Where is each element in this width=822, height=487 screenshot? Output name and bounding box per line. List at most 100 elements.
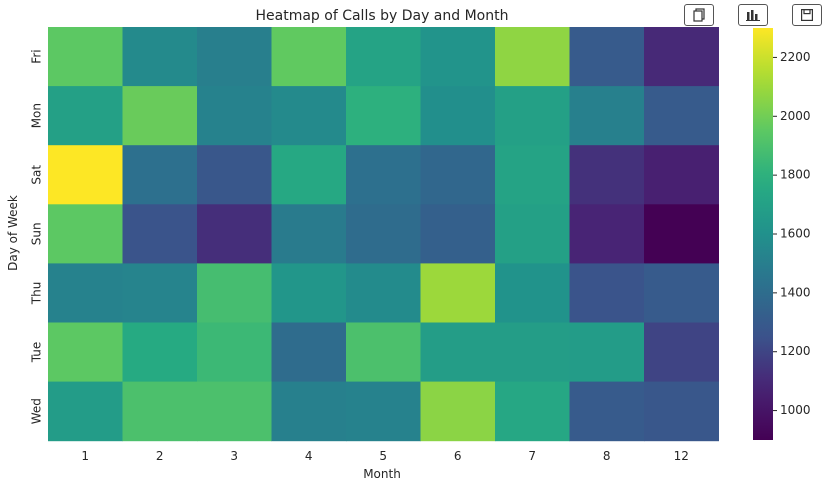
heatmap-cell-tue-5 [346, 322, 421, 383]
heatmap-cell-wed-5 [346, 381, 421, 442]
heatmap-cell-mon-7 [495, 86, 570, 146]
heatmap-cell-mon-6 [420, 86, 496, 146]
heatmap-cell-thu-1 [48, 263, 123, 323]
x-tick-label: 12 [674, 449, 689, 463]
heatmap-cell-sun-2 [122, 204, 198, 264]
heatmap-cell-fri-3 [197, 27, 272, 87]
x-tick-label: 8 [603, 449, 611, 463]
heatmap-cell-wed-7 [495, 381, 570, 442]
colorbar-tick-label: 1400 [780, 285, 811, 299]
heatmap-cell-sun-7 [495, 204, 570, 264]
colorbar-tick-label: 2000 [780, 109, 811, 123]
y-tick-label: Mon [30, 103, 44, 128]
heatmap-cell-thu-8 [569, 263, 645, 323]
heatmap-cell-thu-3 [197, 263, 272, 323]
heatmap-cell-tue-8 [569, 322, 645, 383]
heatmap-cell-tue-6 [420, 322, 496, 383]
colorbar-tick-labels: 1000 1200 1400 1600 1800 2000 2200 [773, 50, 811, 417]
x-tick-label: 4 [305, 449, 313, 463]
heatmap-cell-wed-2 [122, 381, 198, 442]
heatmap-cell-sat-12 [644, 145, 719, 205]
heatmap-cell-mon-8 [569, 86, 645, 146]
heatmap-cell-mon-1 [48, 86, 123, 146]
heatmap-cell-sat-4 [271, 145, 347, 205]
heatmap-cell-sat-3 [197, 145, 272, 205]
colorbar-tick-label: 1800 [780, 168, 811, 182]
chart-button[interactable] [738, 4, 768, 26]
heatmap-cell-sun-5 [346, 204, 421, 264]
heatmap-cell-fri-4 [271, 27, 347, 87]
y-tick-label: Thu [30, 282, 44, 306]
y-tick-label: Sat [30, 165, 44, 185]
heatmap-cell-fri-12 [644, 27, 719, 87]
heatmap-cell-tue-7 [495, 322, 570, 383]
x-tick-label: 7 [528, 449, 536, 463]
heatmap-cell-tue-12 [644, 322, 719, 383]
heatmap-cell-wed-12 [644, 381, 719, 442]
heatmap-cell-sun-12 [644, 204, 719, 264]
colorbar [753, 28, 773, 440]
x-axis-label: Month [363, 467, 401, 481]
heatmap-cells [48, 27, 719, 442]
heatmap-cell-sat-2 [122, 145, 198, 205]
heatmap-cell-wed-1 [48, 381, 123, 442]
y-tick-labels: Fri Mon Sat Sun Thu Tue Wed [30, 49, 44, 424]
heatmap-cell-sat-1 [48, 145, 123, 205]
heatmap-cell-tue-3 [197, 322, 272, 383]
heatmap-cell-sun-1 [48, 204, 123, 264]
save-button[interactable] [792, 4, 822, 26]
colorbar-tick-label: 1200 [780, 344, 811, 358]
chart-toolbar [684, 4, 822, 26]
heatmap-cell-thu-7 [495, 263, 570, 323]
y-axis-label: Day of Week [6, 195, 20, 271]
heatmap-cell-sat-8 [569, 145, 645, 205]
heatmap-cell-mon-3 [197, 86, 272, 146]
heatmap-cell-fri-7 [495, 27, 570, 87]
y-tick-label: Fri [30, 49, 44, 63]
heatmap-cell-thu-4 [271, 263, 347, 323]
x-tick-label: 6 [454, 449, 462, 463]
heatmap-cell-mon-4 [271, 86, 347, 146]
heatmap-cell-tue-2 [122, 322, 198, 383]
y-tick-label: Tue [30, 342, 44, 364]
heatmap-cell-wed-6 [420, 381, 496, 442]
heatmap-cell-fri-2 [122, 27, 198, 87]
heatmap-cell-mon-5 [346, 86, 421, 146]
heatmap-cell-sat-5 [346, 145, 421, 205]
heatmap-cell-fri-1 [48, 27, 123, 87]
x-tick-labels: 1 2 3 4 5 6 7 8 12 [81, 449, 688, 463]
heatmap-cell-tue-1 [48, 322, 123, 383]
copy-icon [693, 8, 705, 22]
heatmap-cell-wed-8 [569, 381, 645, 442]
heatmap-cell-thu-2 [122, 263, 198, 323]
x-tick-label: 5 [379, 449, 387, 463]
heatmap-cell-fri-8 [569, 27, 645, 87]
x-tick-label: 1 [81, 449, 89, 463]
heatmap-cell-sat-6 [420, 145, 496, 205]
chart-title: Heatmap of Calls by Day and Month [256, 8, 509, 24]
heatmap-cell-mon-2 [122, 86, 198, 146]
heatmap-cell-sun-6 [420, 204, 496, 264]
heatmap-cell-sun-4 [271, 204, 347, 264]
bar-chart-icon [746, 9, 760, 21]
copy-button[interactable] [684, 4, 714, 26]
colorbar-tick-label: 2200 [780, 50, 811, 64]
heatmap-cell-wed-4 [271, 381, 347, 442]
heatmap-cell-sun-3 [197, 204, 272, 264]
heatmap-cell-thu-12 [644, 263, 719, 323]
heatmap-cell-thu-5 [346, 263, 421, 323]
x-tick-label: 3 [230, 449, 238, 463]
heatmap-cell-sun-8 [569, 204, 645, 264]
heatmap-cell-thu-6 [420, 263, 496, 323]
heatmap-cell-fri-6 [420, 27, 496, 87]
y-tick-label: Sun [30, 222, 44, 245]
heatmap-cell-fri-5 [346, 27, 421, 87]
x-tick-label: 2 [156, 449, 164, 463]
heatmap-cell-wed-3 [197, 381, 272, 442]
heatmap-cell-tue-4 [271, 322, 347, 383]
colorbar-tick-label: 1600 [780, 227, 811, 241]
save-icon [801, 9, 813, 21]
heatmap-cell-mon-12 [644, 86, 719, 146]
y-tick-label: Wed [30, 398, 44, 424]
